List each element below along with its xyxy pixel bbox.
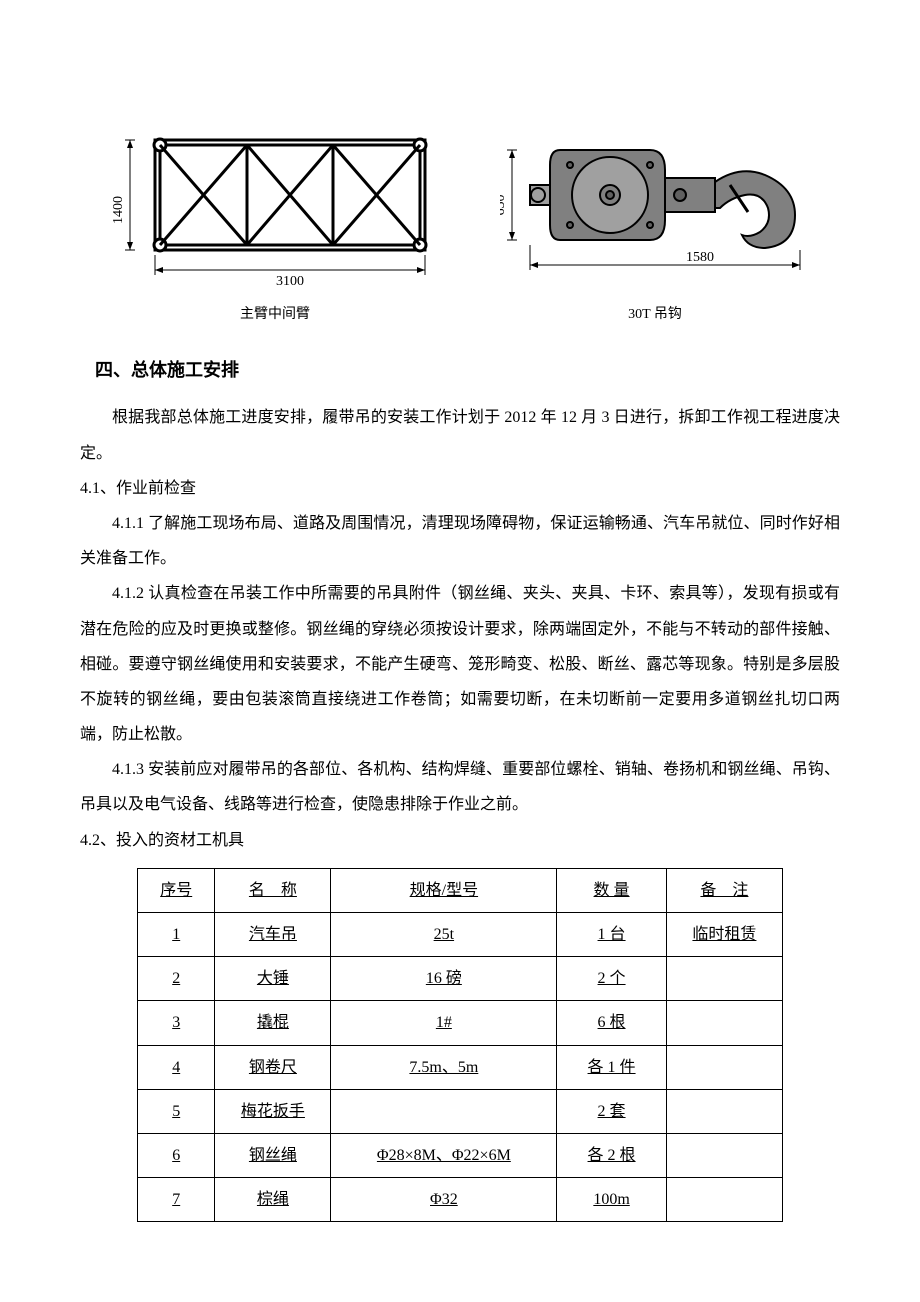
hook-height-dim: 650 <box>500 195 508 216</box>
table-cell <box>331 1089 557 1133</box>
table-cell: 1 <box>138 913 215 957</box>
table-row: 5梅花扳手 2 套 <box>138 1089 783 1133</box>
table-cell: 1 台 <box>557 913 667 957</box>
table-row: 2大锤16 磅2 个 <box>138 957 783 1001</box>
intro-para: 根据我部总体施工进度安排，履带吊的安装工作计划于 2012 年 12 月 3 日… <box>80 400 840 470</box>
table-cell: 棕绳 <box>215 1178 331 1222</box>
hook-width-dim: 1580 <box>686 250 714 265</box>
table-col-header: 名 称 <box>215 868 331 912</box>
table-cell: 1# <box>331 1001 557 1045</box>
truss-caption: 主臂中间臂 <box>110 300 440 331</box>
table-cell: 撬棍 <box>215 1001 331 1045</box>
truss-width-dim: 3100 <box>276 274 304 289</box>
materials-table: 序号名 称规格/型号数 量备 注 1汽车吊25t1 台临时租赁2大锤16 磅2 … <box>137 868 783 1223</box>
s412: 4.1.2 认真检查在吊装工作中所需要的吊具附件（钢丝绳、夹头、夹具、卡环、索具… <box>80 576 840 752</box>
table-cell: Φ28×8M、Φ22×6M <box>331 1133 557 1177</box>
table-cell: 各 2 根 <box>557 1133 667 1177</box>
table-cell <box>666 1001 782 1045</box>
table-body: 1汽车吊25t1 台临时租赁2大锤16 磅2 个3撬棍1#6 根4钢卷尺7.5m… <box>138 913 783 1222</box>
table-cell: 2 个 <box>557 957 667 1001</box>
table-row: 3撬棍1#6 根 <box>138 1001 783 1045</box>
hook-figure: 650 <box>500 120 810 290</box>
table-cell: 16 磅 <box>331 957 557 1001</box>
table-cell <box>666 1045 782 1089</box>
table-cell: 7 <box>138 1178 215 1222</box>
figure-captions: 主臂中间臂 30T 吊钩 <box>80 300 840 331</box>
table-col-header: 备 注 <box>666 868 782 912</box>
hook-svg: 650 <box>500 120 810 290</box>
truss-svg: 1400 <box>110 120 440 290</box>
table-cell: 钢丝绳 <box>215 1133 331 1177</box>
s41-title: 4.1、作业前检查 <box>80 471 840 506</box>
table-cell: 梅花扳手 <box>215 1089 331 1133</box>
truss-figure: 1400 <box>110 120 440 290</box>
s413: 4.1.3 安装前应对履带吊的各部位、各机构、结构焊缝、重要部位螺栓、销轴、卷扬… <box>80 752 840 822</box>
table-cell <box>666 1133 782 1177</box>
table-cell <box>666 957 782 1001</box>
table-col-header: 数 量 <box>557 868 667 912</box>
table-col-header: 规格/型号 <box>331 868 557 912</box>
table-cell: 各 1 件 <box>557 1045 667 1089</box>
table-cell: 大锤 <box>215 957 331 1001</box>
table-cell: 100m <box>557 1178 667 1222</box>
table-header-row: 序号名 称规格/型号数 量备 注 <box>138 868 783 912</box>
hook-caption: 30T 吊钩 <box>500 300 810 331</box>
table-col-header: 序号 <box>138 868 215 912</box>
table-row: 6钢丝绳Φ28×8M、Φ22×6M各 2 根 <box>138 1133 783 1177</box>
table-cell: 3 <box>138 1001 215 1045</box>
s42-title: 4.2、投入的资材工机具 <box>80 823 840 858</box>
table-cell: 5 <box>138 1089 215 1133</box>
table-cell: 7.5m、5m <box>331 1045 557 1089</box>
table-cell: 钢卷尺 <box>215 1045 331 1089</box>
truss-height-dim: 1400 <box>111 196 126 224</box>
section-heading: 四、总体施工安排 <box>95 351 840 391</box>
s411: 4.1.1 了解施工现场布局、道路及周围情况，清理现场障碍物，保证运输畅通、汽车… <box>80 506 840 576</box>
table-cell: 4 <box>138 1045 215 1089</box>
figures-row: 1400 <box>80 120 840 290</box>
table-cell: 6 根 <box>557 1001 667 1045</box>
table-cell: Φ32 <box>331 1178 557 1222</box>
table-row: 7棕绳Φ32100m <box>138 1178 783 1222</box>
table-cell: 2 <box>138 957 215 1001</box>
table-cell: 汽车吊 <box>215 913 331 957</box>
table-cell <box>666 1178 782 1222</box>
table-cell: 25t <box>331 913 557 957</box>
table-cell <box>666 1089 782 1133</box>
table-row: 1汽车吊25t1 台临时租赁 <box>138 913 783 957</box>
table-cell: 6 <box>138 1133 215 1177</box>
table-cell: 2 套 <box>557 1089 667 1133</box>
table-cell: 临时租赁 <box>666 913 782 957</box>
table-row: 4钢卷尺7.5m、5m各 1 件 <box>138 1045 783 1089</box>
